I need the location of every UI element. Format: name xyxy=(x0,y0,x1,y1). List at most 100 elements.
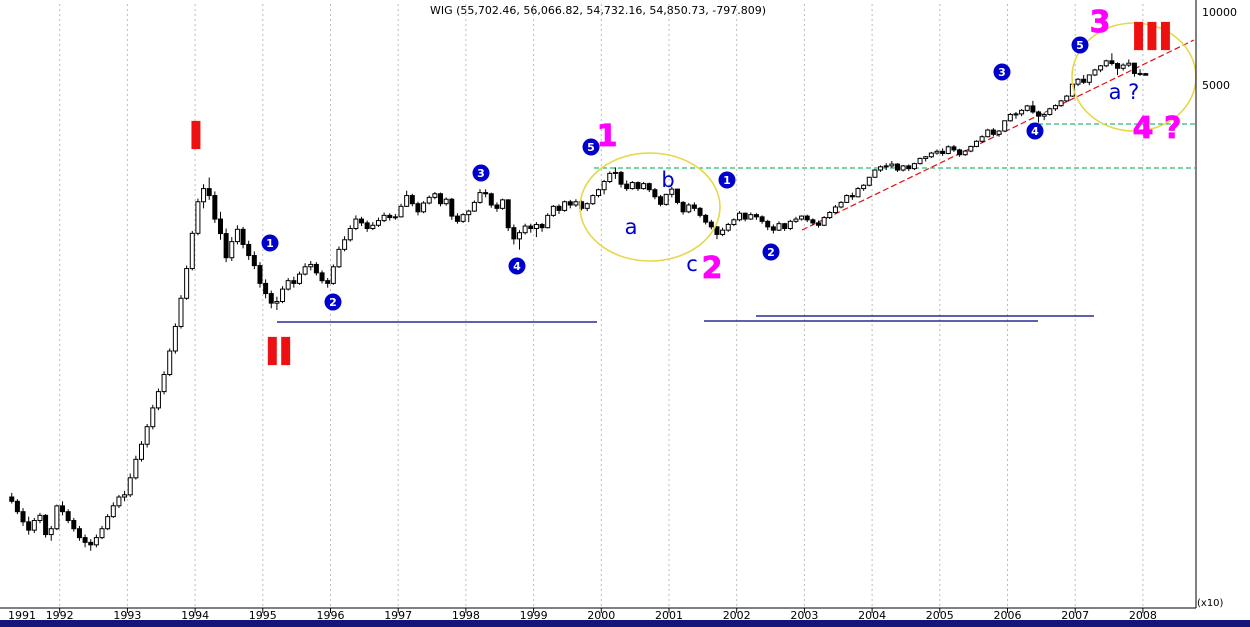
candle-body xyxy=(1064,95,1070,102)
wave-circled-digit-label: 4 xyxy=(513,260,521,273)
candle-body xyxy=(133,458,139,479)
candle-body xyxy=(325,280,331,284)
candle-body xyxy=(1058,100,1064,107)
candle-body xyxy=(1047,108,1053,115)
candle-body xyxy=(765,220,771,228)
quote-header: WIG (55,702.46, 56,066.82, 54,732.16, 54… xyxy=(429,4,767,17)
candle-body xyxy=(816,222,822,226)
candle-body xyxy=(387,214,393,219)
candle-body xyxy=(522,225,528,234)
candle-body xyxy=(691,204,697,209)
candle-body xyxy=(945,146,951,154)
wave-label-number: 1 xyxy=(597,119,618,154)
candle-body xyxy=(793,218,799,222)
candle-body xyxy=(1024,105,1030,111)
wave-label-number: 4 ? xyxy=(1133,111,1182,146)
candle-body xyxy=(471,201,477,212)
candle-body xyxy=(1120,64,1126,69)
candle-body xyxy=(240,228,246,245)
candle-body xyxy=(646,183,652,191)
candle-body xyxy=(60,505,66,513)
candle-body xyxy=(263,282,269,295)
candle-body xyxy=(1007,113,1013,122)
candle-body xyxy=(460,214,466,222)
candle-body xyxy=(940,150,946,154)
candle-body xyxy=(178,297,184,327)
y-axis-multiplier-label: (x10) xyxy=(1197,598,1224,609)
candle-body xyxy=(680,201,686,213)
candle-body xyxy=(1013,113,1019,116)
candle-body xyxy=(375,220,381,226)
candle-body xyxy=(161,374,167,393)
candle-body xyxy=(488,193,494,206)
candle-body xyxy=(827,212,833,219)
candle-body xyxy=(957,149,963,156)
candle-body xyxy=(257,265,263,284)
candle-body xyxy=(838,201,844,208)
wave-circled-digit xyxy=(762,243,780,261)
candle-body xyxy=(251,255,257,267)
x-axis-year-label: 2005 xyxy=(926,609,954,620)
candle-body xyxy=(894,163,900,171)
candle-body xyxy=(906,165,912,170)
x-axis-year-label: 1996 xyxy=(317,609,345,620)
candle-body xyxy=(415,203,421,213)
x-axis-year-label: 2000 xyxy=(587,609,615,620)
candle-body xyxy=(26,521,32,531)
candle-body xyxy=(928,152,934,158)
candle-body xyxy=(404,195,410,207)
candle-body xyxy=(985,129,991,138)
candle-body xyxy=(500,199,506,209)
candle-body xyxy=(1126,62,1132,66)
candle-body xyxy=(872,169,878,178)
candle-body xyxy=(110,505,116,518)
candle-body xyxy=(1137,72,1143,75)
candle-body xyxy=(528,225,534,230)
candle-body xyxy=(477,192,483,203)
wave-circled-digit-label: 5 xyxy=(587,141,595,154)
candle-body xyxy=(748,214,754,220)
candle-body xyxy=(708,221,714,228)
candle-body xyxy=(697,207,703,216)
wave-circled-digit xyxy=(261,234,279,252)
candle-body xyxy=(370,224,376,230)
candle-body xyxy=(533,223,539,230)
candle-body xyxy=(184,268,190,299)
wave-label-letter: c xyxy=(686,252,698,276)
candle-body xyxy=(618,171,624,185)
candle-body xyxy=(302,266,308,275)
wave-circled-digit-label: 1 xyxy=(266,237,274,250)
wave-circled-digit-label: 1 xyxy=(723,174,731,187)
candle-body xyxy=(127,477,133,496)
candle-body xyxy=(703,214,709,223)
candle-body xyxy=(505,199,511,229)
candle-body xyxy=(629,182,635,190)
candle-body xyxy=(93,537,99,546)
candle-body xyxy=(9,496,15,502)
candle-body xyxy=(804,215,810,221)
candle-body xyxy=(849,195,855,198)
wave-circled-digit xyxy=(993,63,1011,81)
candle-body xyxy=(201,188,207,203)
candle-body xyxy=(1052,105,1058,110)
candle-body xyxy=(274,301,280,304)
candle-body xyxy=(753,214,759,218)
candle-body xyxy=(364,222,370,230)
x-axis-year-label: 1994 xyxy=(181,609,209,620)
candle-body xyxy=(105,516,111,530)
candle-body xyxy=(139,443,145,460)
candle-body xyxy=(167,350,173,376)
candle-body xyxy=(635,182,641,190)
x-axis-year-label: 1998 xyxy=(452,609,480,620)
candle-body xyxy=(206,188,212,197)
candle-body xyxy=(669,188,675,195)
candle-body xyxy=(968,145,974,152)
candle-body xyxy=(731,219,737,225)
candle-body xyxy=(900,165,906,171)
candle-body xyxy=(37,514,43,522)
wave-label-letter: a ? xyxy=(1109,80,1140,104)
candle-body xyxy=(443,198,449,205)
candle-body xyxy=(150,407,156,428)
